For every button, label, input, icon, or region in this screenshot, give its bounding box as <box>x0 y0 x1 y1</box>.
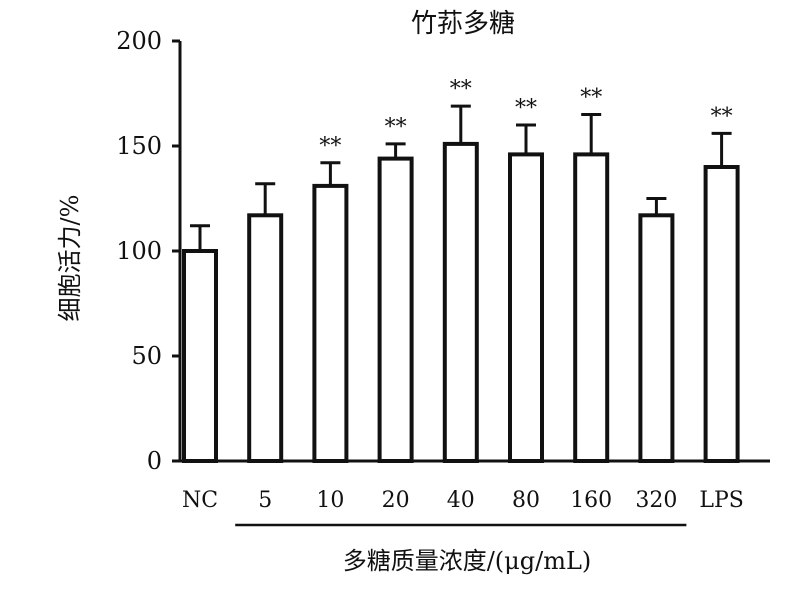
x-axis-label: 多糖质量浓度/(μg/mL) <box>343 547 592 575</box>
significance-label: ** <box>580 86 602 111</box>
bar <box>312 183 349 463</box>
x-tick-label: 5 <box>258 488 272 513</box>
bar <box>377 156 414 463</box>
x-tick-label: 40 <box>447 488 475 513</box>
chart-title: 竹荪多糖 <box>411 9 515 39</box>
x-tick-label: LPS <box>699 488 743 513</box>
bar <box>638 213 675 463</box>
bar <box>182 249 218 463</box>
significance-label: ** <box>515 96 537 121</box>
bar <box>508 152 544 463</box>
x-tick-label: 160 <box>570 488 612 513</box>
bar <box>573 152 610 463</box>
bar <box>703 165 740 463</box>
labels: 0 50 100 150 200 NC 5 10 ** 20 ** 40 ** 80 ** 160 ** 320 L… <box>116 27 744 513</box>
bar <box>247 213 284 463</box>
significance-label: ** <box>385 115 407 140</box>
x-tick-label: 20 <box>382 488 410 513</box>
y-axis-label: 细胞活力/% <box>56 195 84 322</box>
y-tick-label: 100 <box>116 237 162 265</box>
bar <box>442 141 479 463</box>
y-tick-label: 50 <box>131 342 162 370</box>
x-tick-label: 80 <box>512 488 540 513</box>
significance-label: ** <box>450 77 472 102</box>
bars <box>182 104 740 463</box>
x-tick-label: 10 <box>316 488 344 513</box>
y-tick-label: 200 <box>116 27 162 55</box>
y-tick-label: 150 <box>116 132 162 160</box>
significance-label: ** <box>319 134 341 159</box>
y-tick-label: 0 <box>147 447 162 475</box>
significance-label: ** <box>711 104 733 129</box>
x-tick-label: 320 <box>635 488 677 513</box>
x-tick-label: NC <box>182 488 218 513</box>
